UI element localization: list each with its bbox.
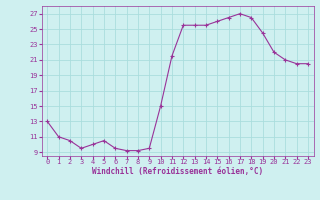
- X-axis label: Windchill (Refroidissement éolien,°C): Windchill (Refroidissement éolien,°C): [92, 167, 263, 176]
